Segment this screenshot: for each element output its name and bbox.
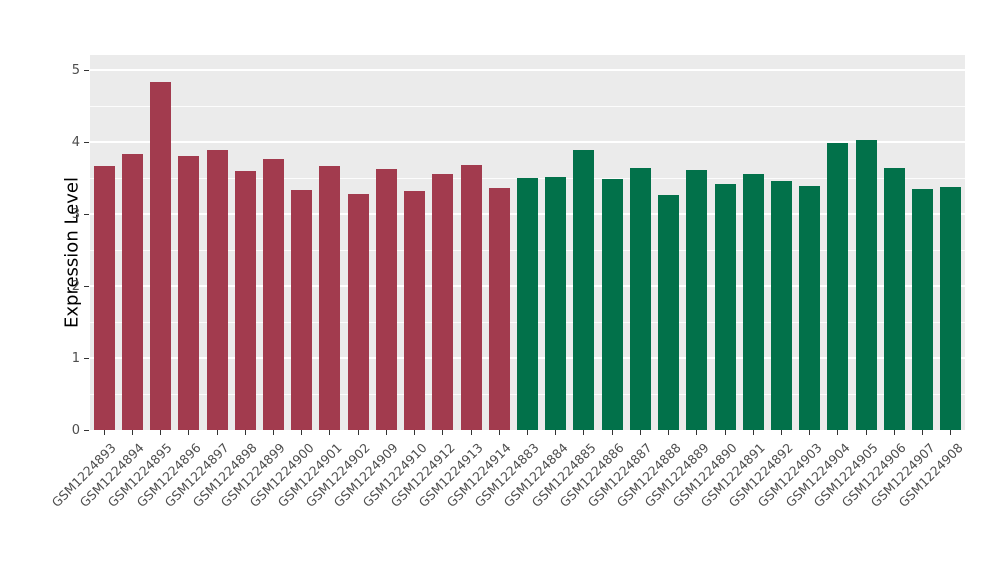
bar-GSM1224894 xyxy=(122,154,143,430)
y-tick-label-5: 5 xyxy=(71,62,80,78)
bar-GSM1224901 xyxy=(319,166,340,430)
bar-GSM1224890 xyxy=(715,184,736,430)
x-tick-mark xyxy=(498,430,500,435)
bar-GSM1224908 xyxy=(940,187,961,430)
plot-panel xyxy=(90,55,965,430)
bar-GSM1224914 xyxy=(489,188,510,430)
x-tick-mark xyxy=(696,430,698,435)
x-tick-mark xyxy=(188,430,190,435)
x-tick-mark xyxy=(442,430,444,435)
bar-GSM1224885 xyxy=(573,150,594,430)
bar-GSM1224905 xyxy=(856,140,877,430)
x-tick-mark xyxy=(470,430,472,435)
x-tick-mark xyxy=(865,430,867,435)
bar-GSM1224883 xyxy=(517,178,538,430)
bar-GSM1224900 xyxy=(291,190,312,430)
bar-GSM1224903 xyxy=(799,186,820,430)
bar-GSM1224895 xyxy=(150,82,171,430)
bar-GSM1224892 xyxy=(771,181,792,430)
bar-GSM1224909 xyxy=(376,169,397,430)
gridline-major xyxy=(90,69,965,71)
y-tick-mark xyxy=(84,213,89,215)
x-tick-mark xyxy=(809,430,811,435)
bar-GSM1224904 xyxy=(827,143,848,430)
bar-GSM1224897 xyxy=(207,150,228,430)
x-tick-mark xyxy=(301,430,303,435)
x-tick-mark xyxy=(244,430,246,435)
y-tick-label-4: 4 xyxy=(71,134,80,150)
y-axis-title: Expression Level xyxy=(61,177,83,328)
x-tick-mark xyxy=(837,430,839,435)
bar-GSM1224896 xyxy=(178,156,199,430)
gridline-major xyxy=(90,141,965,143)
x-tick-mark xyxy=(103,430,105,435)
bar-GSM1224887 xyxy=(630,168,651,430)
gridline-minor xyxy=(90,105,965,107)
x-tick-mark xyxy=(555,430,557,435)
bar-GSM1224888 xyxy=(658,195,679,430)
x-tick-mark xyxy=(583,430,585,435)
x-tick-mark xyxy=(357,430,359,435)
bar-GSM1224889 xyxy=(686,170,707,430)
x-tick-mark xyxy=(639,430,641,435)
bar-GSM1224898 xyxy=(235,171,256,430)
y-tick-label-2: 2 xyxy=(71,278,80,294)
y-tick-mark xyxy=(84,69,89,71)
x-tick-mark xyxy=(527,430,528,435)
bar-GSM1224899 xyxy=(263,159,284,430)
x-tick-mark xyxy=(611,430,613,435)
x-tick-mark xyxy=(950,430,952,435)
x-tick-mark xyxy=(414,430,416,435)
x-tick-mark xyxy=(781,430,783,435)
y-tick-mark xyxy=(84,141,89,143)
x-tick-mark xyxy=(893,430,895,435)
bar-GSM1224913 xyxy=(461,165,482,430)
bar-GSM1224886 xyxy=(602,179,623,430)
y-tick-label-1: 1 xyxy=(71,350,80,366)
y-tick-mark xyxy=(84,357,89,359)
x-tick-mark xyxy=(272,430,274,435)
x-tick-mark xyxy=(922,430,924,435)
x-tick-mark xyxy=(385,430,387,435)
bar-GSM1224906 xyxy=(884,168,905,430)
x-tick-mark xyxy=(131,430,133,435)
bar-GSM1224902 xyxy=(348,194,369,430)
bar-GSM1224884 xyxy=(545,177,566,430)
x-tick-mark xyxy=(752,430,754,435)
bar-GSM1224891 xyxy=(743,174,764,430)
bar-GSM1224893 xyxy=(94,166,115,430)
y-tick-label-3: 3 xyxy=(71,206,80,222)
x-tick-mark xyxy=(724,430,726,435)
y-tick-label-0: 0 xyxy=(71,422,80,438)
x-tick-mark xyxy=(668,430,670,435)
x-tick-mark xyxy=(160,430,162,435)
x-tick-mark xyxy=(329,430,331,435)
bar-GSM1224907 xyxy=(912,189,933,430)
bar-GSM1224910 xyxy=(404,191,425,430)
y-tick-mark xyxy=(84,285,89,287)
x-tick-mark xyxy=(216,430,218,435)
bar-GSM1224912 xyxy=(432,174,453,430)
y-tick-mark xyxy=(84,429,89,431)
